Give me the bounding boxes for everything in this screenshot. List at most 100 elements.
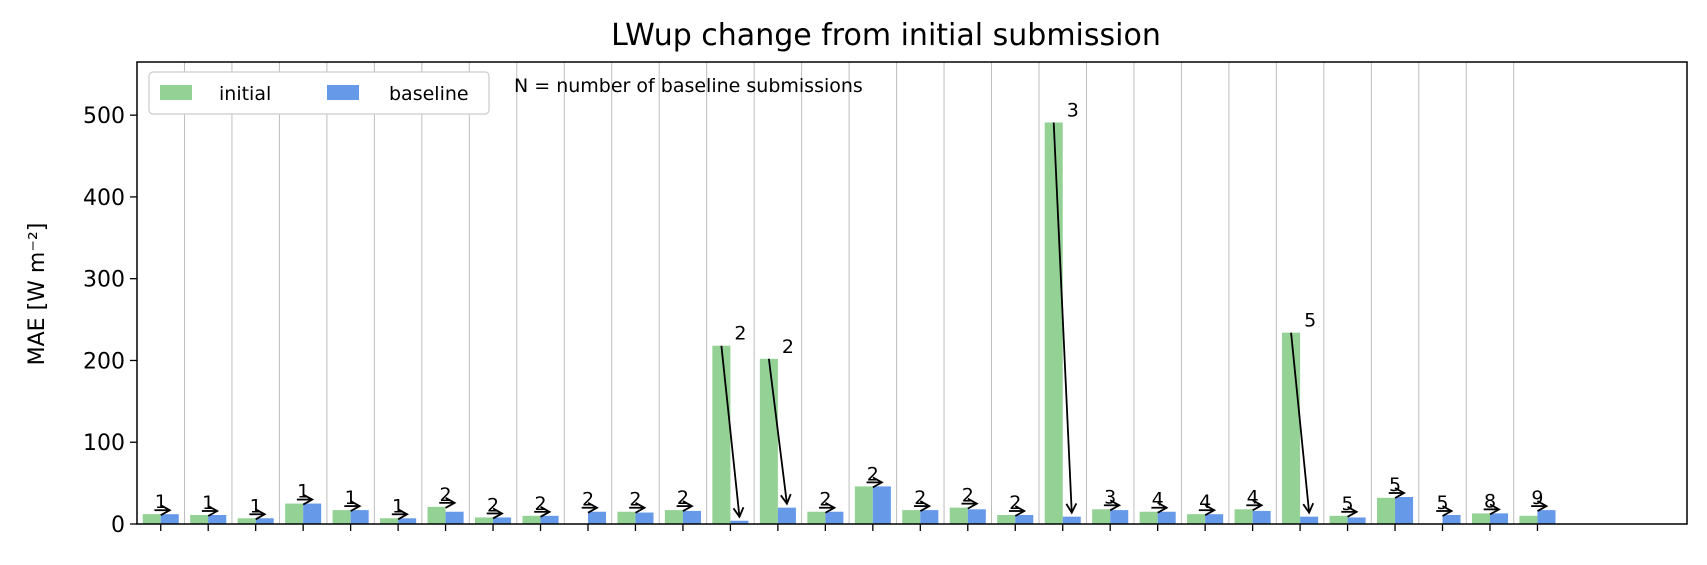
n-label: 2 [1009,492,1021,514]
bar-initial [1092,509,1111,524]
bar-initial [854,486,873,524]
annotation-note: N = number of baseline submissions [514,75,863,97]
y-axis-label: MAE [W m⁻²] [25,223,50,366]
bar-baseline [1442,515,1461,524]
bar-baseline [1015,515,1034,524]
bar-baseline [1157,511,1176,524]
bar-initial [1187,514,1206,524]
n-label: 5 [1389,474,1401,496]
n-label: 4 [1247,486,1259,508]
n-label: 8 [1484,490,1496,512]
bar-initial [1044,122,1063,524]
bar-baseline [1300,516,1319,524]
n-label: 3 [1067,100,1079,122]
bar-baseline [730,520,749,524]
n-label: 2 [487,494,499,516]
legend-label-baseline: baseline [389,83,469,105]
bar-baseline [682,510,701,524]
bar-baseline [160,514,179,524]
y-tick-label: 300 [83,268,125,293]
bar-baseline [493,517,512,524]
bar-baseline [1395,497,1414,524]
bar-initial [142,514,161,524]
bar-baseline [1252,510,1271,524]
plot-frame [136,61,1688,525]
legend-swatch-baseline [327,85,359,100]
n-labels: 1 1 1 1 1 1 2 2 2 2 2 2 2 2 2 2 2 2 2 3 3 4 4 4 5 5 5 5 8 9 [155,100,1544,518]
n-label: 1 [345,487,357,509]
n-label: 1 [250,495,262,517]
n-label: 2 [962,485,974,507]
chart-title: LWup change from initial submission [611,18,1161,53]
y-tick-label: 500 [83,104,125,129]
legend: initial baseline [148,71,490,115]
legend-swatch-initial [160,85,192,100]
bar-baseline [1489,513,1509,524]
n-label: 9 [1531,487,1543,509]
bar-initial [759,358,778,524]
n-label: 1 [392,495,404,517]
y-axis-ticks: 0 100 200 300 400 500 [83,104,137,538]
bar-baseline [967,509,986,524]
n-label: 2 [582,489,594,511]
bar-initial [1234,509,1253,524]
bar-baseline [1347,517,1366,524]
bar-initial [712,345,731,524]
n-label: 4 [1152,489,1164,511]
n-label: 2 [534,493,546,515]
change-arrow [720,345,745,519]
change-arrow [1290,332,1315,515]
bar-initial [1282,332,1301,524]
n-label: 2 [440,484,452,506]
bar-initial [190,515,209,524]
bar-baseline [255,518,274,524]
bar-initial [475,517,494,524]
n-label: 2 [819,489,831,511]
bar-baseline [1062,516,1081,524]
n-label: 2 [782,336,794,358]
n-label: 1 [202,492,214,514]
n-label: 2 [867,463,879,485]
bar-baseline [208,515,227,524]
n-label: 3 [1104,486,1116,508]
bar-initial [807,511,826,524]
n-label: 2 [629,489,641,511]
bar-baseline [1205,514,1224,524]
bar-baseline [872,486,891,524]
y-tick-label: 0 [111,513,125,538]
bar-initial [1471,513,1490,524]
bar-initial [237,518,256,524]
bar-baseline [635,512,654,524]
change-arrow [1052,122,1078,515]
n-label: 1 [297,481,309,503]
bar-initial [522,515,541,524]
y-tick-label: 100 [83,431,125,456]
legend-label-initial: initial [219,83,271,105]
bar-baseline [398,518,417,524]
bar-baseline [777,507,796,524]
n-label: 5 [1304,310,1316,332]
bar-baseline [303,503,322,524]
bar-initial [664,510,683,524]
bar-initial [997,515,1016,524]
bar-initial [1139,511,1158,524]
grid-lines [183,62,1515,524]
bar-baseline [587,511,607,524]
bar-initial [285,503,304,524]
legend-frame [148,71,490,115]
n-label: 4 [1199,491,1211,513]
change-arrows [154,122,1549,521]
bar-initial [1377,497,1396,524]
n-label: 1 [155,491,167,513]
n-label: 2 [734,323,746,345]
x-axis-ticks [160,524,1539,531]
y-tick-label: 200 [83,349,125,374]
n-label: 5 [1342,493,1354,515]
bar-baseline [350,510,369,524]
bar-initial [332,510,351,524]
bar-initial [1519,515,1538,524]
y-tick-label: 400 [83,186,125,211]
bar-initial [902,510,921,524]
bar-baseline [540,515,559,524]
